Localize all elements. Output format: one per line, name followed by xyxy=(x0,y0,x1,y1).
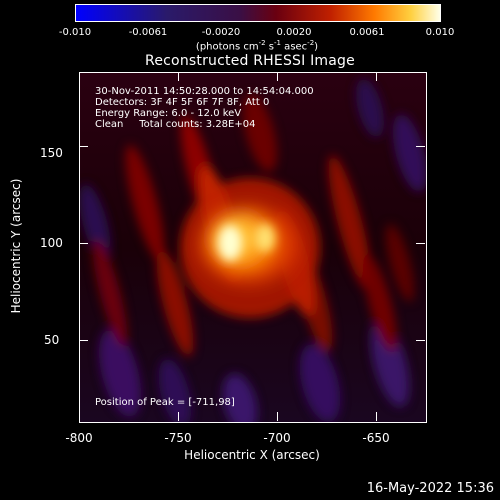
x-tick-label: -650 xyxy=(362,431,390,445)
colorbar-unit-label: (photons cm-2 s-1 asec-2) xyxy=(195,39,319,53)
x-tick-label: -700 xyxy=(263,431,291,445)
colorbar-tick: 0.0020 xyxy=(276,27,312,38)
colorbar-tick: -0.0020 xyxy=(201,27,241,38)
info-clean-counts: Clean Total counts: 3.28E+04 xyxy=(95,119,256,130)
info-detectors: Detectors: 3F 4F 5F 6F 7F 8F, Att 0 xyxy=(95,97,270,108)
rhessi-image-plot[interactable] xyxy=(79,72,427,423)
info-energy-range: Energy Range: 6.0 - 12.0 keV xyxy=(95,108,242,119)
image-title: Reconstructed RHESSI Image xyxy=(145,53,355,69)
peak-position-label: Position of Peak = [-711,98] xyxy=(95,397,235,408)
y-tick-label: 150 xyxy=(40,146,63,160)
y-tick-label: 50 xyxy=(44,333,60,347)
x-axis-label: Heliocentric X (arcsec) xyxy=(184,448,320,462)
y-axis-label: Heliocentric Y (arcsec) xyxy=(9,178,23,314)
colorbar-tick: -0.010 xyxy=(58,27,92,38)
colorbar-tick: 0.0061 xyxy=(349,27,385,38)
colorbar-tick: -0.0061 xyxy=(128,27,168,38)
x-tick-label: -750 xyxy=(164,431,192,445)
observation-info: 30-Nov-2011 14:50:28.000 to 14:54:04.000… xyxy=(95,86,314,130)
info-time-range: 30-Nov-2011 14:50:28.000 to 14:54:04.000 xyxy=(95,86,314,97)
colorbar xyxy=(75,4,441,22)
footer-date: 16-May-2022 15:36 xyxy=(366,481,494,496)
rhessi-image-map xyxy=(80,73,426,422)
y-tick-label: 100 xyxy=(40,236,63,250)
x-tick-label: -800 xyxy=(65,431,93,445)
colorbar-tick: 0.010 xyxy=(425,27,455,38)
